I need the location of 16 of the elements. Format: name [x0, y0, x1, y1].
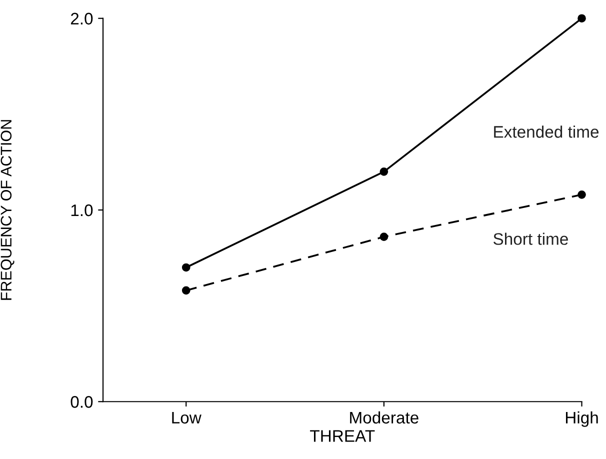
point [380, 232, 388, 241]
series-label: Extended time [494, 126, 599, 138]
point [578, 190, 586, 199]
series-label: Short time [493, 232, 568, 245]
y-tick-label: 1.0 [71, 204, 93, 216]
x-tick-label: Low [172, 412, 202, 424]
y-tick-label: 0.0 [70, 396, 93, 408]
y-axis-title: FREQUENCY OF ACTION [0, 120, 14, 300]
point [380, 168, 388, 176]
point [578, 14, 586, 23]
point [182, 286, 190, 295]
x-axis-title: THREAT [310, 430, 375, 442]
x-tick-label: High [566, 411, 598, 427]
y-tick-label: 2.0 [70, 12, 93, 25]
x-tick-label: Moderate [350, 411, 418, 424]
point [182, 263, 190, 272]
